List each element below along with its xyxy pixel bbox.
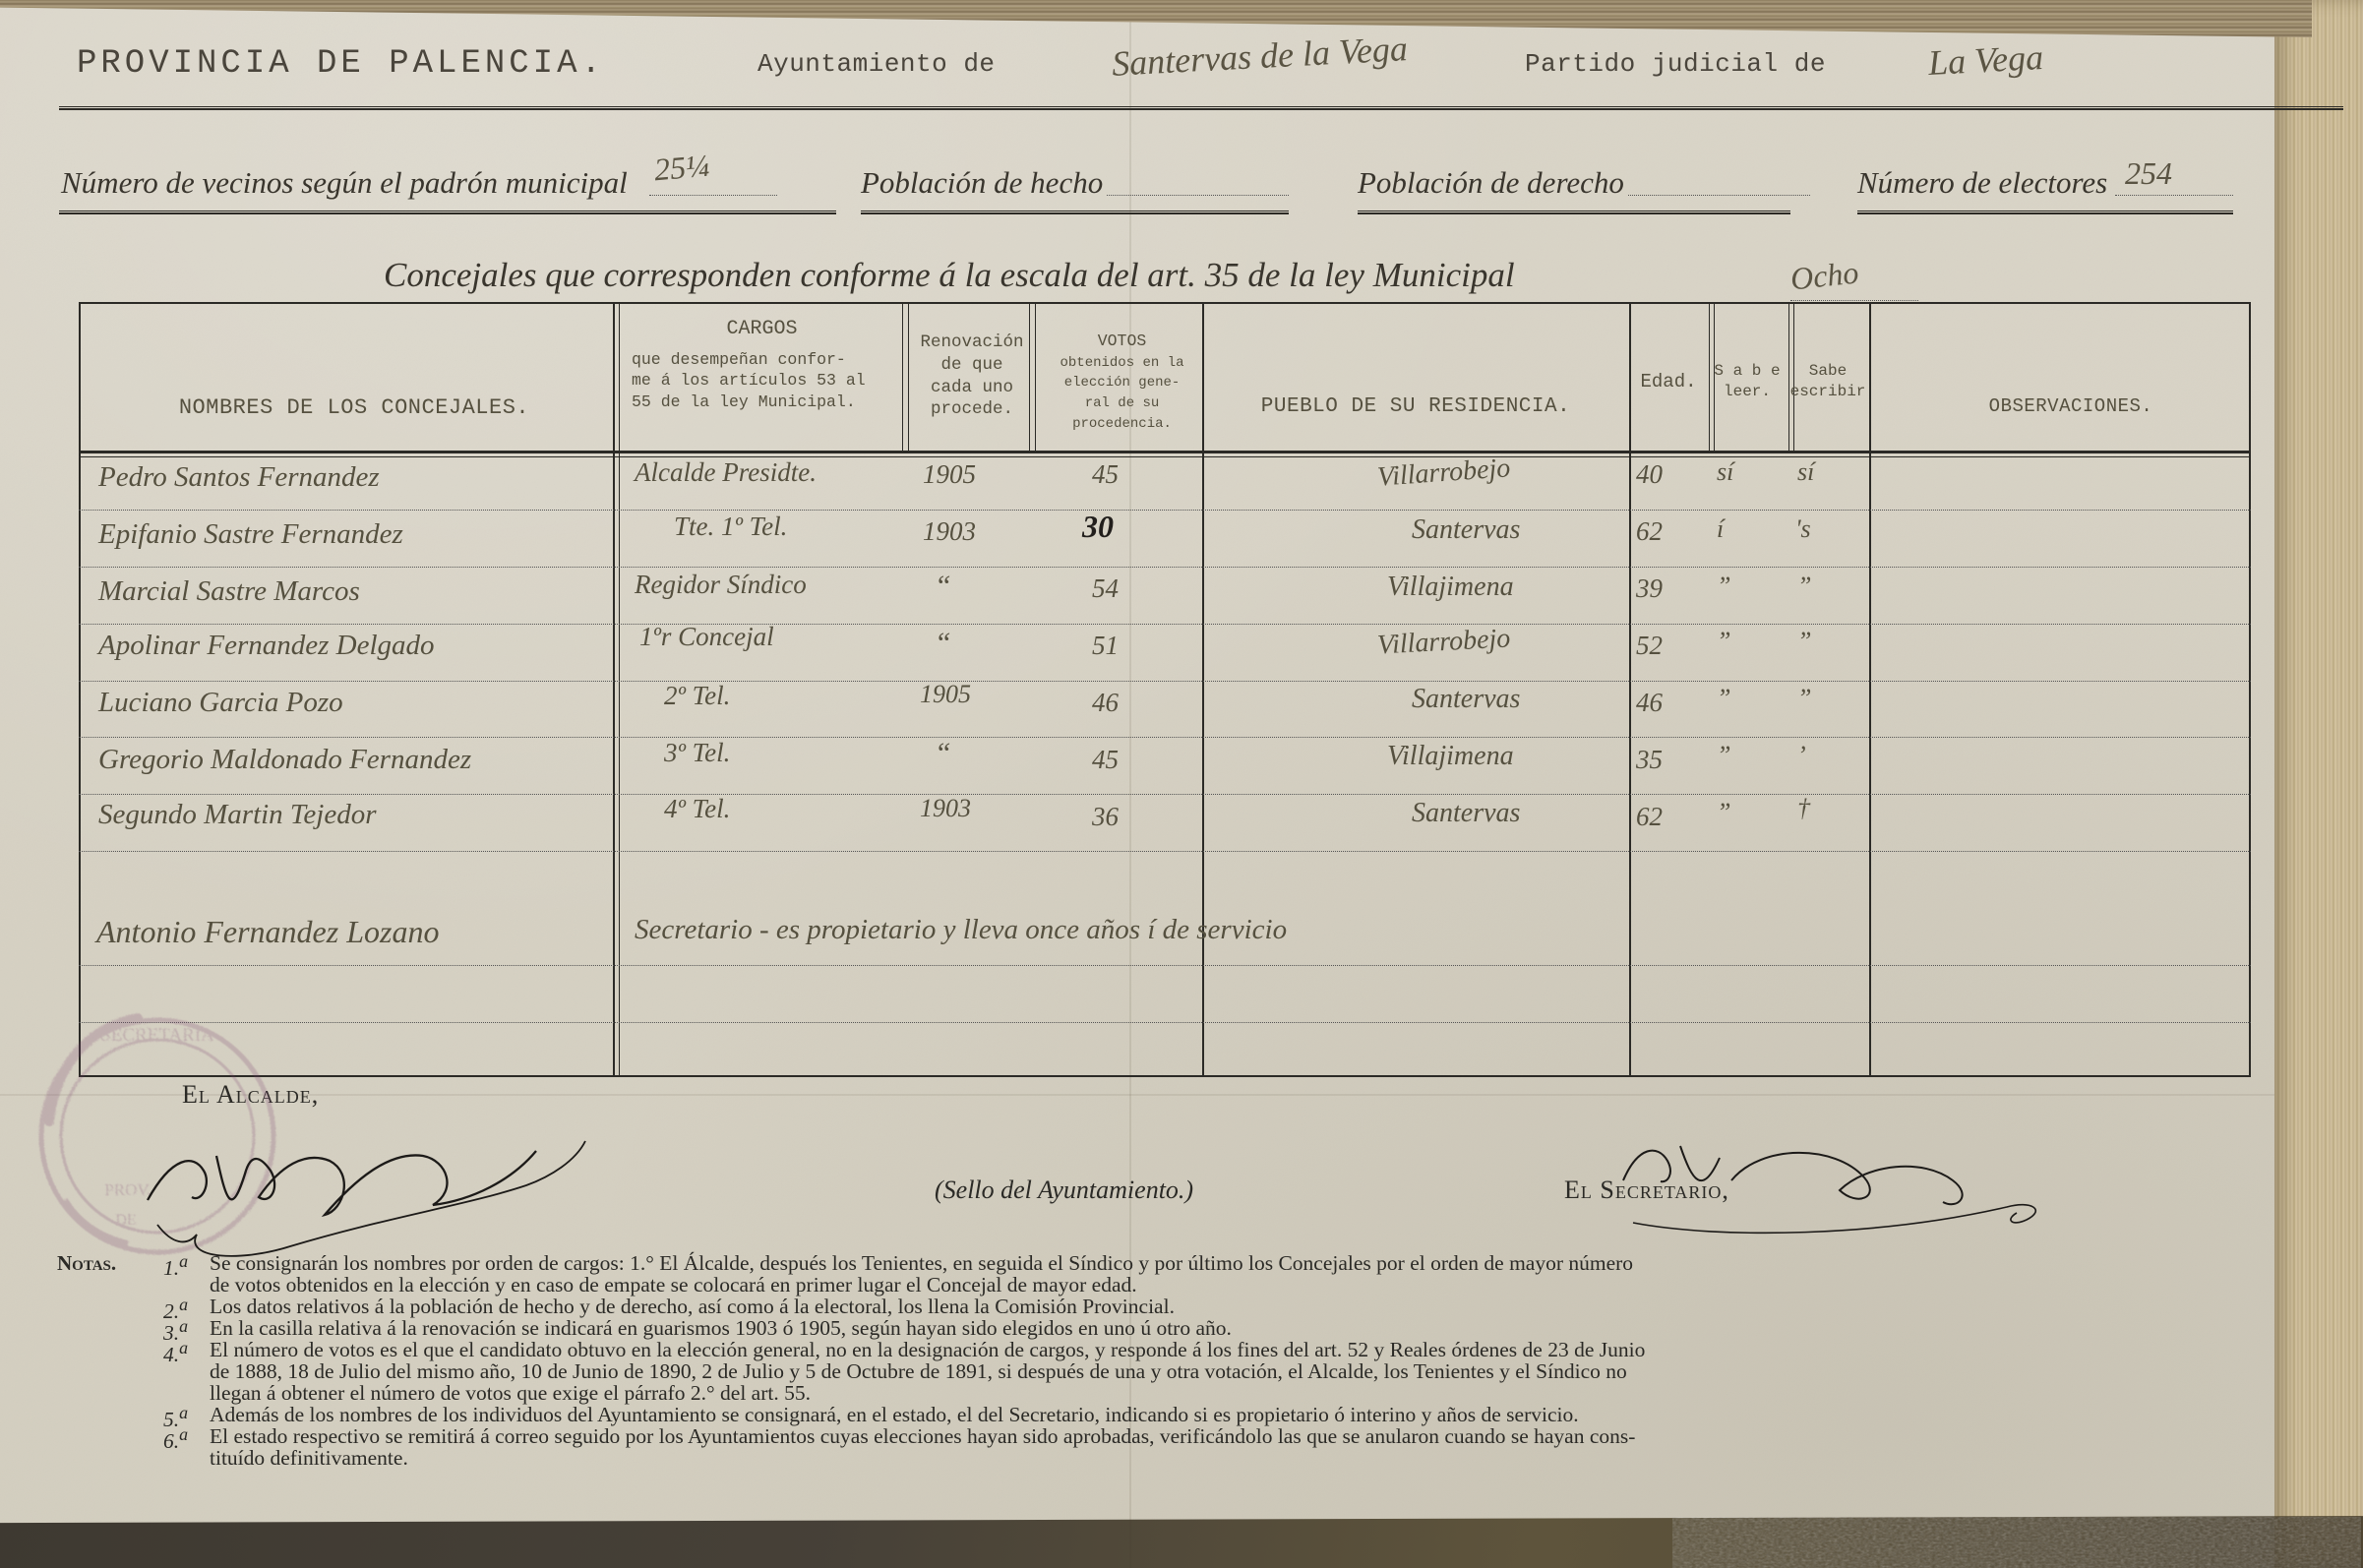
svg-text:SECRETARIA: SECRETARIA — [100, 1025, 214, 1046]
